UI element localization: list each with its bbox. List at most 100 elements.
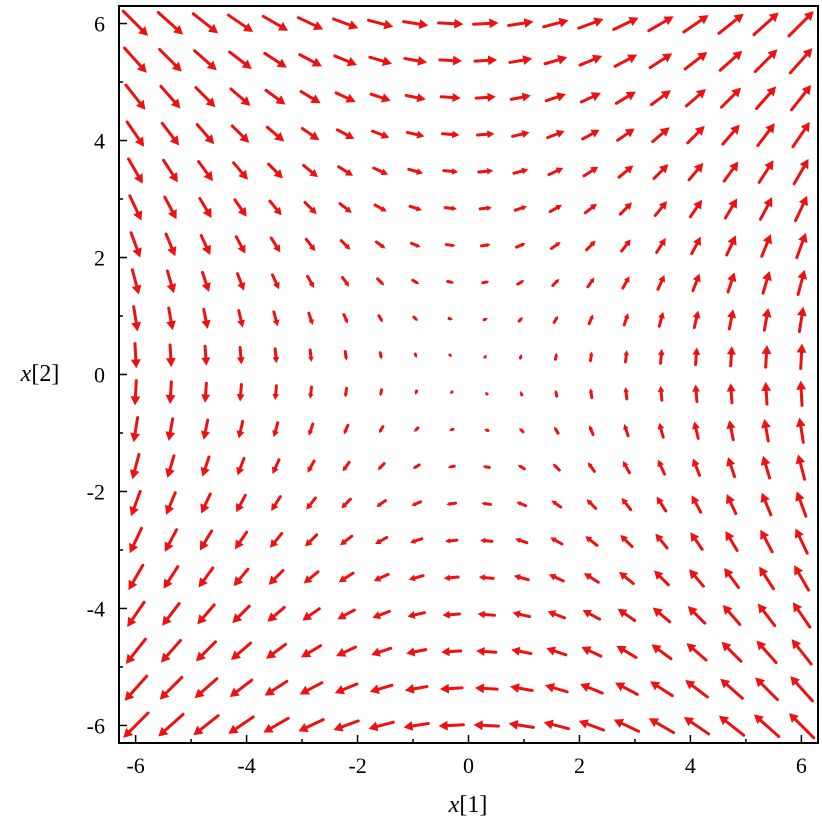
field-arrow [228,50,252,69]
field-arrow [234,530,249,550]
field-arrow [303,570,320,584]
field-arrow [788,713,816,740]
field-arrow [130,416,140,443]
field-arrow [233,567,250,587]
field-arrow [582,166,599,178]
field-arrow [302,163,319,178]
field-arrow [687,606,707,625]
field-arrow [761,308,772,332]
field-arrow [753,714,781,739]
field-arrow [686,643,708,662]
field-arrow [479,242,491,248]
field-arrow [651,644,673,661]
field-arrow [692,347,701,367]
vector-field-arrows [121,9,816,740]
field-arrow [339,239,351,250]
field-arrow [791,121,810,149]
y-tick-label: 2 [94,246,105,271]
field-arrow [518,354,523,360]
field-arrow [121,9,149,36]
field-arrow [472,18,499,29]
field-arrow [232,604,251,624]
field-arrow [761,271,772,295]
field-arrow [546,646,568,657]
field-arrow [691,458,702,477]
field-arrow [648,718,676,735]
x-axis-ticks: -6 -4 -2 0 2 4 6 [126,735,807,778]
field-arrow [480,537,494,544]
field-arrow [684,88,707,108]
field-arrow [343,386,349,398]
field-arrow [447,316,453,321]
field-arrow [550,241,561,250]
field-arrow [482,317,488,322]
field-arrow [757,160,774,184]
field-arrow [513,205,527,212]
field-arrow [686,125,705,145]
field-arrow [236,382,245,402]
field-arrow [718,50,743,72]
field-arrow [229,87,251,106]
field-arrow [586,277,595,289]
field-arrow [474,683,499,694]
field-arrow [795,454,807,481]
field-arrow [554,426,560,435]
field-arrow [512,610,532,619]
field-arrow [304,237,316,252]
field-arrow [298,53,322,67]
field-arrow [583,203,597,215]
field-arrow [268,199,282,216]
field-arrow [129,526,144,554]
field-arrow [657,385,665,402]
field-arrow [130,379,141,406]
field-arrow [623,387,629,401]
field-arrow [511,130,530,138]
field-arrow [761,418,771,443]
field-arrow [692,384,701,403]
field-arrow [341,497,352,509]
field-arrow [265,125,285,142]
field-arrow [164,528,179,552]
field-arrow [622,313,630,327]
field-arrow [513,574,530,582]
field-arrow [618,571,635,586]
field-arrow [623,350,629,364]
field-arrow [165,454,176,478]
field-arrow [162,158,178,183]
field-arrow [649,90,671,107]
field-arrow [407,611,426,619]
field-arrow [683,716,711,736]
field-arrow [721,124,740,146]
field-arrow [308,385,314,399]
field-arrow [336,645,358,657]
field-arrow [655,533,669,550]
field-arrow [651,127,670,144]
field-arrow [232,161,248,180]
field-arrow [792,602,812,629]
field-arrow [726,457,737,479]
field-arrow [165,380,176,405]
field-arrow [790,85,812,112]
field-arrow [613,718,641,733]
field-arrow [378,351,383,360]
field-arrow [128,563,145,591]
field-arrow [618,202,633,216]
field-arrow [334,682,359,695]
field-arrow [757,603,777,628]
field-arrow [402,19,429,29]
field-arrow [372,609,391,620]
field-arrow [131,305,142,332]
field-arrow [726,346,736,368]
field-arrow [621,497,633,512]
field-arrow [507,18,534,28]
field-arrow [264,88,286,105]
field-arrow [165,269,177,294]
field-arrow [371,646,393,657]
field-arrow [547,610,567,620]
field-arrow [620,534,634,549]
field-arrow [378,425,385,434]
field-arrow [268,569,285,585]
field-arrow [158,712,185,737]
y-tick-label: -2 [87,479,105,504]
field-arrow [511,646,533,656]
